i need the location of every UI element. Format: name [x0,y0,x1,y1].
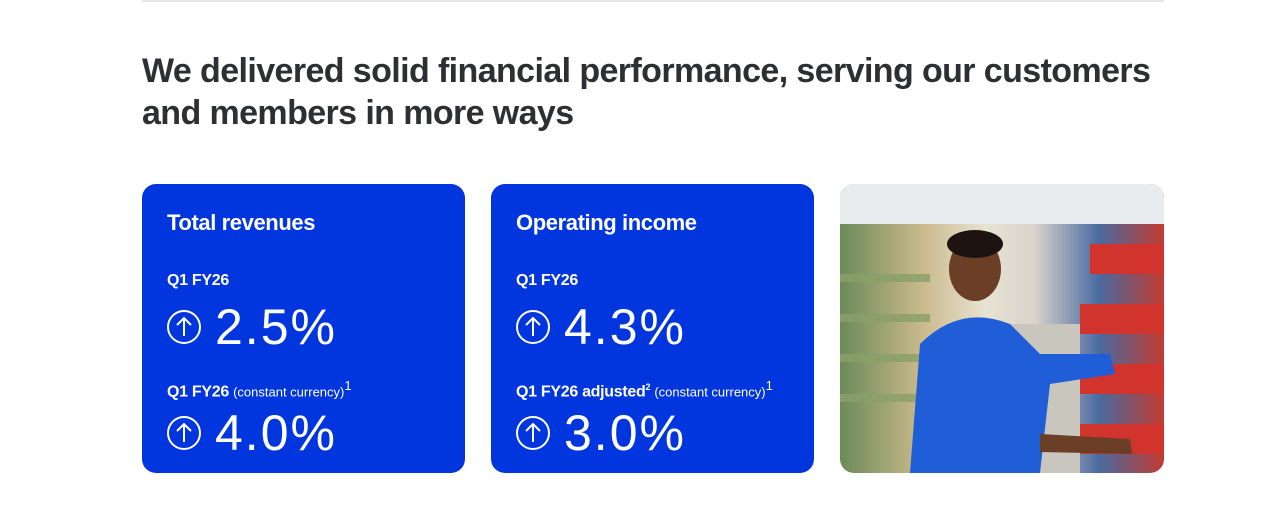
arrow-up-circle-icon [167,416,201,450]
store-associate-photo [840,184,1164,473]
metric-label: Q1 FY26 [167,272,229,289]
metric-value: 2.5% [167,302,337,352]
metric-label: Q1 FY26 [516,272,578,289]
section-heading: We delivered solid financial performance… [142,52,1151,132]
metric-label: Q1 FY26 adjusted2 (constant currency)1 [516,378,773,401]
arrow-up-circle-icon [167,310,201,344]
total-revenues-card: Total revenues Q1 FY26 2.5% Q1 FY26 (con… [142,184,465,473]
arrow-up-circle-icon [516,416,550,450]
metric-value: 4.0% [167,408,337,458]
metric-value: 3.0% [516,408,686,458]
metric-value: 4.3% [516,302,686,352]
card-title: Operating income [516,210,697,235]
operating-income-card: Operating income Q1 FY26 4.3% Q1 FY26 ad… [491,184,814,473]
metric-label: Q1 FY26 (constant currency)1 [167,378,352,401]
arrow-up-circle-icon [516,310,550,344]
top-divider [142,0,1164,2]
card-title: Total revenues [167,210,316,235]
